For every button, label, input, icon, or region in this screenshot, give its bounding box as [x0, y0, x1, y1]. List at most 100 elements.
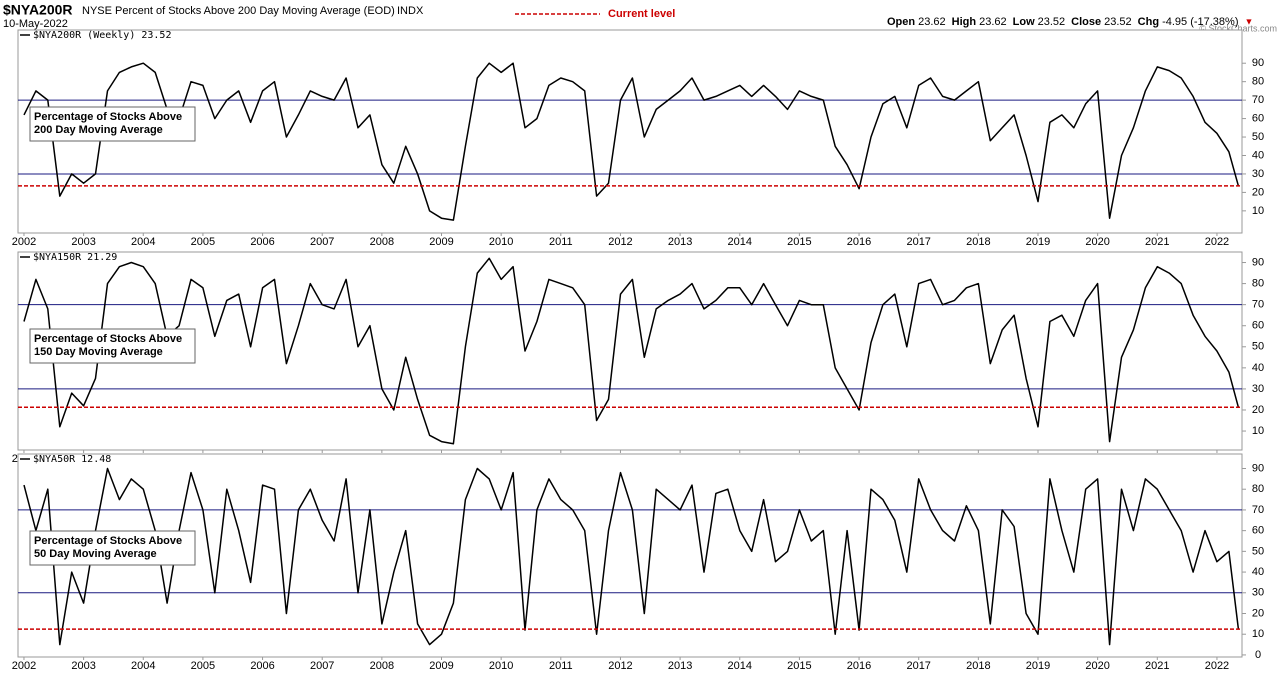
description: NYSE Percent of Stocks Above 200 Day Mov…	[82, 5, 395, 17]
x-tick-label: 2016	[847, 236, 871, 248]
annotation-box	[29, 106, 196, 142]
x-tick-label: 2010	[489, 236, 513, 248]
x-tick-label: 2018	[966, 660, 990, 672]
annotation-text: 200 Day Moving Average	[34, 124, 163, 136]
x-tick-label: 2004	[131, 236, 155, 248]
series-line	[23, 257, 1240, 445]
legend-label: Current level	[608, 8, 675, 20]
y-tick-label: 20	[1252, 186, 1264, 198]
x-tick-label: 2012	[608, 236, 632, 248]
annotation-box	[29, 530, 196, 566]
x-tick-label: 2010	[489, 660, 513, 672]
x-tick-label: 2012	[608, 660, 632, 672]
x-tick-label: 2017	[906, 660, 930, 672]
x-tick-label: 2004	[131, 660, 155, 672]
quote-value: 23.62	[979, 16, 1007, 28]
x-tick-label: 2022	[1205, 236, 1229, 248]
y-tick-label: 30	[1252, 383, 1264, 395]
series-line	[23, 467, 1240, 646]
y-tick-label: 10	[1252, 628, 1264, 640]
y-tick-label: 40	[1252, 566, 1264, 578]
annotation-text: 150 Day Moving Average	[34, 346, 163, 358]
y-tick-label: 30	[1252, 168, 1264, 180]
y-tick-label: 50	[1252, 545, 1264, 557]
panel-title: $NYA200R (Weekly) 23.52	[33, 30, 171, 41]
quote-label: Close	[1071, 16, 1101, 28]
y-tick-label: 60	[1252, 112, 1264, 124]
x-tick-label: 2009	[429, 236, 453, 248]
x-tick-label: 2019	[1026, 660, 1050, 672]
quote-value: 23.52	[1104, 16, 1132, 28]
x-tick-label: 2008	[370, 660, 394, 672]
x-tick-label: 2013	[668, 236, 692, 248]
panel-frame	[17, 29, 1243, 234]
y-tick-label: 90	[1252, 57, 1264, 69]
y-tick-label: 0	[1255, 649, 1261, 661]
x-tick-label: 2011	[549, 660, 573, 672]
y-tick-label: 50	[1252, 131, 1264, 143]
quote-value: -4.95 (-17.38%)	[1162, 16, 1238, 28]
panel-frame	[17, 453, 1243, 658]
annotation-text: Percentage of Stocks Above	[34, 535, 182, 547]
annotation-box	[29, 328, 196, 364]
y-tick-label: 70	[1252, 94, 1264, 106]
quote-label: Open	[887, 16, 915, 28]
x-tick-label: 2002	[12, 236, 36, 248]
x-tick-label: 2014	[728, 236, 752, 248]
y-tick-label: 80	[1252, 278, 1264, 290]
x-tick-label: 2015	[787, 236, 811, 248]
x-tick-label: 2003	[71, 236, 95, 248]
panel-frame	[17, 251, 1243, 451]
quote-value: 23.52	[1038, 16, 1066, 28]
x-tick-label: 2021	[1145, 236, 1169, 248]
symbol: $NYA200R	[3, 2, 73, 18]
x-tick-label: 2022	[1205, 660, 1229, 672]
y-tick-label: 60	[1252, 525, 1264, 537]
y-tick-label: 10	[1252, 425, 1264, 437]
x-tick-label: 2018	[966, 236, 990, 248]
x-tick-label: 2005	[191, 236, 215, 248]
x-tick-label: 2014	[728, 660, 752, 672]
exchange: INDX	[397, 5, 424, 17]
panel-title: $NYA50R 12.48	[33, 454, 111, 465]
annotation-text: Percentage of Stocks Above	[34, 111, 182, 123]
y-tick-label: 40	[1252, 149, 1264, 161]
y-tick-label: 10	[1252, 205, 1264, 217]
x-tick-label: 2016	[847, 660, 871, 672]
y-tick-label: 70	[1252, 299, 1264, 311]
y-tick-label: 30	[1252, 587, 1264, 599]
x-tick-label: 2011	[549, 236, 573, 248]
x-tick-label: 2003	[71, 660, 95, 672]
y-tick-label: 70	[1252, 504, 1264, 516]
quote: Open 23.62 High 23.62 Low 23.52 Close 23.52 Chg -…	[887, 16, 1253, 28]
y-tick-label: 50	[1252, 341, 1264, 353]
x-tick-label: 2017	[906, 236, 930, 248]
x-tick-label: 2019	[1026, 236, 1050, 248]
y-tick-label: 90	[1252, 256, 1264, 268]
quote-label: Chg	[1138, 16, 1159, 28]
quote-label: High	[952, 16, 977, 28]
quote-value: 23.62	[918, 16, 946, 28]
x-tick-label: 2007	[310, 236, 334, 248]
x-tick-label: 2005	[191, 660, 215, 672]
y-tick-label: 40	[1252, 362, 1264, 374]
panel-title: $NYA150R 21.29	[33, 252, 117, 263]
y-tick-label: 20	[1252, 404, 1264, 416]
x-tick-label: 2007	[310, 660, 334, 672]
annotation-text: Percentage of Stocks Above	[34, 333, 182, 345]
y-tick-label: 80	[1252, 76, 1264, 88]
x-tick-label: 2020	[1085, 660, 1109, 672]
x-tick-label: 2009	[429, 660, 453, 672]
y-tick-label: 80	[1252, 483, 1264, 495]
series-line	[23, 62, 1240, 221]
x-tick-label: 2020	[1085, 236, 1109, 248]
down-arrow: ▼	[1245, 16, 1254, 26]
x-tick-label: 2006	[250, 236, 274, 248]
y-tick-label: 90	[1252, 462, 1264, 474]
x-tick-label: 2015	[787, 660, 811, 672]
copyright: © StockCharts.com	[1199, 23, 1277, 33]
y-tick-label: 20	[1252, 607, 1264, 619]
date: 10-May-2022	[3, 18, 68, 30]
y-tick-label: 60	[1252, 320, 1264, 332]
